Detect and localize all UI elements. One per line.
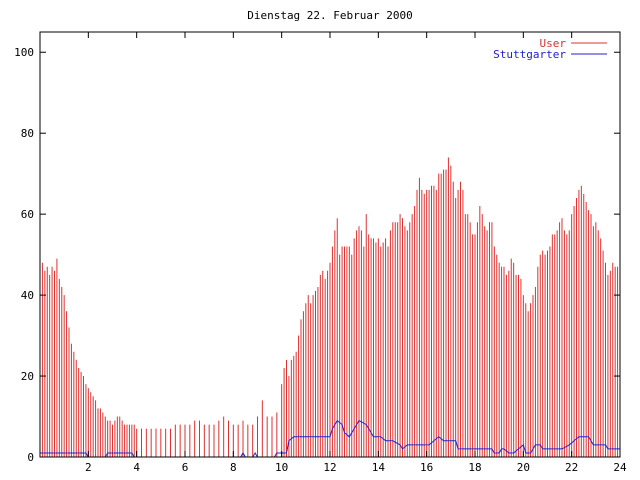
x-tick-label: 6 — [182, 461, 189, 474]
x-tick-label: 4 — [133, 461, 140, 474]
x-tick-label: 8 — [230, 461, 237, 474]
y-tick-label: 0 — [27, 451, 34, 464]
x-tick-label: 24 — [613, 461, 627, 474]
x-tick-label: 16 — [420, 461, 433, 474]
y-tick-label: 80 — [21, 127, 34, 140]
user-bars — [39, 157, 621, 457]
y-tick-label: 100 — [14, 46, 34, 59]
legend-stuttgarter-label: Stuttgarter — [493, 48, 566, 61]
stuttgarter-series-line — [40, 419, 620, 458]
stuttgarter-line — [40, 419, 620, 458]
y-tick-label: 20 — [21, 370, 34, 383]
legend: User Stuttgarter — [493, 37, 607, 61]
x-tick-label: 12 — [323, 461, 336, 474]
x-tick-label: 14 — [372, 461, 386, 474]
x-tick-label: 10 — [275, 461, 288, 474]
legend-user-label: User — [540, 37, 567, 50]
chart-title: Dienstag 22. Februar 2000 — [247, 9, 413, 22]
x-tick-label: 20 — [517, 461, 530, 474]
x-tick-label: 22 — [565, 461, 578, 474]
y-tick-label: 60 — [21, 208, 34, 221]
y-tick-label: 40 — [21, 289, 34, 302]
x-tick-label: 2 — [85, 461, 92, 474]
x-tick-label: 18 — [468, 461, 481, 474]
